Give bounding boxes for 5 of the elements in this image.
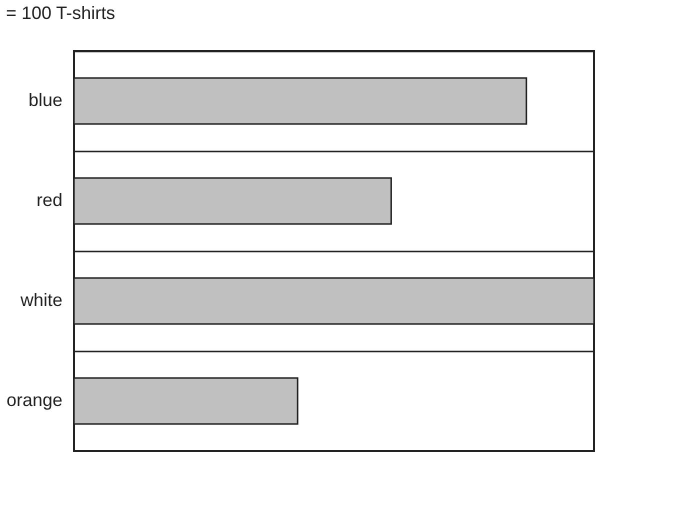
text: = 100 T-shirts: [6, 3, 116, 23]
y-tick-label: white: [19, 290, 62, 310]
y-tick-label: orange: [6, 390, 62, 410]
y-tick-label: red: [36, 190, 62, 210]
y-tick-label: blue: [28, 90, 62, 110]
